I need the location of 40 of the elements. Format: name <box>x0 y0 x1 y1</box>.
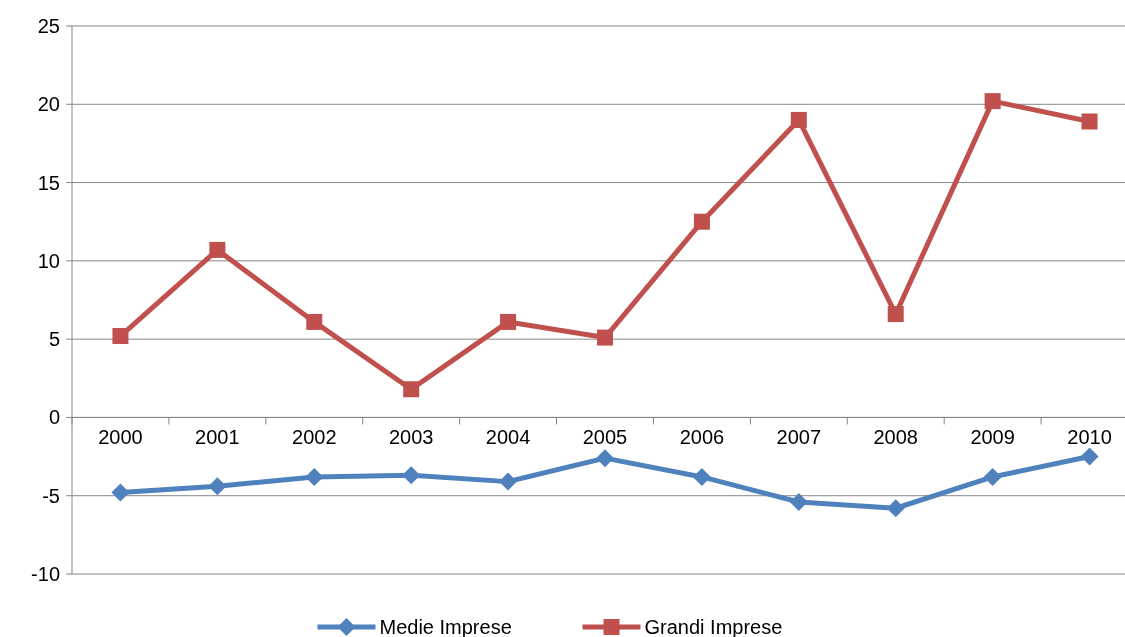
y-tick-label: 5 <box>48 328 60 351</box>
point <box>886 499 905 518</box>
point <box>402 466 421 485</box>
x-tick-label: 2003 <box>388 426 434 449</box>
y-tick-label: 15 <box>37 171 60 194</box>
point <box>597 329 613 346</box>
point <box>789 492 808 511</box>
point <box>790 111 807 128</box>
y-tick-label: -5 <box>42 484 60 507</box>
point <box>306 313 323 330</box>
y-tick-label: -10 <box>31 563 60 585</box>
point <box>500 313 517 330</box>
point <box>693 213 710 230</box>
x-tick-label: 2008 <box>873 426 918 449</box>
y-tick-label: 20 <box>37 93 60 116</box>
y-tick-label: 0 <box>48 406 60 429</box>
point <box>1080 447 1099 466</box>
point <box>887 306 904 323</box>
point <box>983 467 1002 486</box>
x-tick-label: 2002 <box>292 426 337 449</box>
x-tick-label: 2004 <box>485 426 531 449</box>
point <box>111 483 130 502</box>
point <box>112 328 129 345</box>
y-tick-label: 10 <box>37 249 60 272</box>
point <box>209 241 226 258</box>
x-tick-label: 2009 <box>970 426 1015 449</box>
point <box>984 93 1001 110</box>
point <box>596 449 614 468</box>
x-tick-label: 2000 <box>98 426 143 449</box>
x-tick-label: 2007 <box>776 426 822 449</box>
x-tick-label: 2006 <box>679 426 725 449</box>
x-tick-label: 2010 <box>1067 426 1112 449</box>
y-tick-label: 25 <box>37 15 60 37</box>
x-tick-label: 2001 <box>195 426 240 449</box>
point <box>208 477 227 496</box>
point <box>1081 113 1098 130</box>
point <box>692 467 711 486</box>
point <box>403 381 420 398</box>
point <box>499 472 518 491</box>
x-tick-label: 2005 <box>582 426 628 449</box>
